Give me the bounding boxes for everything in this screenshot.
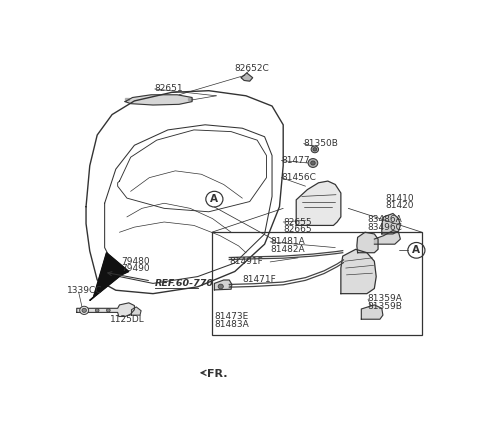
Text: 81477: 81477: [281, 156, 310, 165]
Circle shape: [308, 159, 318, 167]
Circle shape: [96, 309, 99, 312]
Text: 81481A: 81481A: [270, 237, 305, 246]
Polygon shape: [357, 232, 378, 253]
Text: 81483A: 81483A: [215, 319, 249, 329]
Polygon shape: [361, 305, 383, 319]
Text: 81482A: 81482A: [270, 245, 305, 254]
Text: 79490: 79490: [121, 264, 150, 273]
Polygon shape: [77, 303, 134, 316]
Text: A: A: [412, 245, 420, 255]
Circle shape: [311, 161, 315, 165]
Bar: [212, 232, 422, 334]
Text: 81420: 81420: [385, 201, 414, 210]
Text: 79480: 79480: [121, 257, 150, 266]
Text: 82665: 82665: [283, 225, 312, 234]
Circle shape: [82, 308, 86, 312]
Text: 1125DL: 1125DL: [110, 315, 145, 324]
Circle shape: [218, 284, 223, 289]
Text: 81471F: 81471F: [242, 276, 276, 284]
Polygon shape: [374, 230, 400, 244]
Text: 81350B: 81350B: [304, 139, 338, 148]
Text: 82652C: 82652C: [234, 64, 269, 73]
Circle shape: [80, 306, 89, 315]
Circle shape: [311, 146, 319, 153]
Text: 83486A: 83486A: [367, 215, 402, 224]
Text: 81410: 81410: [385, 194, 414, 202]
Text: 1339CC: 1339CC: [67, 286, 103, 295]
Text: 83496C: 83496C: [367, 223, 402, 232]
Polygon shape: [215, 280, 232, 290]
Text: 81456C: 81456C: [281, 173, 316, 182]
Text: 81491F: 81491F: [229, 257, 263, 266]
Text: 81359A: 81359A: [367, 294, 402, 303]
Text: 82655: 82655: [283, 218, 312, 226]
Polygon shape: [125, 97, 129, 100]
Polygon shape: [90, 253, 129, 300]
Text: FR.: FR.: [207, 369, 228, 379]
Text: 81359B: 81359B: [367, 302, 402, 311]
Polygon shape: [296, 181, 341, 225]
Text: REF.60-770: REF.60-770: [155, 279, 214, 288]
Polygon shape: [382, 214, 400, 234]
Text: 81473E: 81473E: [215, 312, 249, 321]
Text: 82651: 82651: [155, 85, 183, 93]
Circle shape: [313, 148, 317, 151]
Polygon shape: [132, 307, 141, 315]
Polygon shape: [188, 97, 192, 100]
Text: A: A: [210, 194, 218, 204]
Circle shape: [107, 309, 110, 312]
Polygon shape: [125, 95, 192, 105]
Polygon shape: [241, 73, 252, 81]
Polygon shape: [341, 249, 376, 294]
